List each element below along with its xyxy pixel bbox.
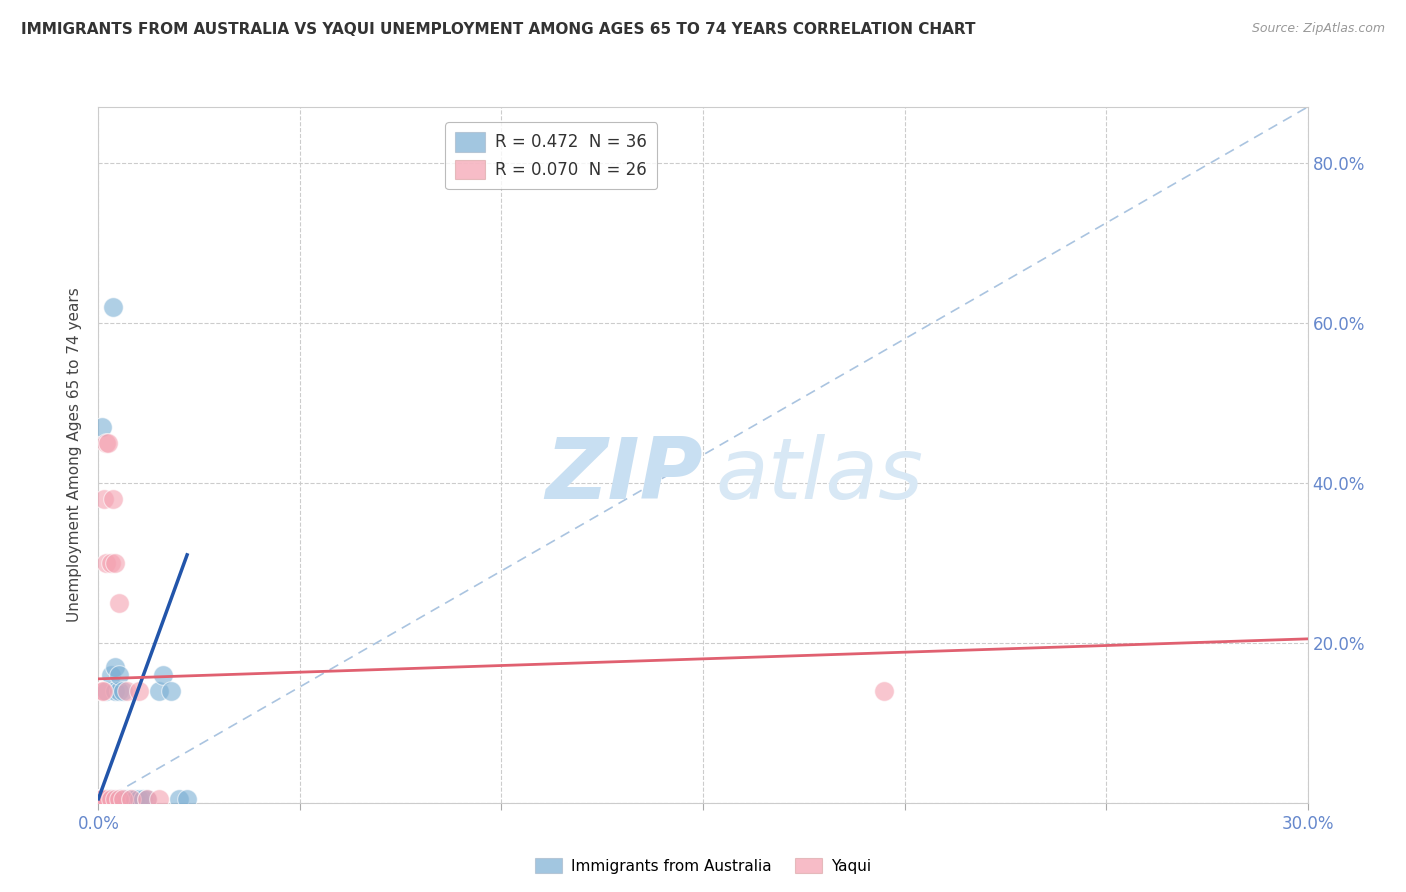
Point	[107, 596, 129, 610]
Point	[90, 792, 112, 806]
Point	[91, 792, 114, 806]
Legend: R = 0.472  N = 36, R = 0.070  N = 26: R = 0.472 N = 36, R = 0.070 N = 26	[446, 122, 657, 189]
Point	[91, 683, 114, 698]
Point	[89, 792, 111, 806]
Point	[132, 792, 155, 806]
Point	[90, 792, 112, 806]
Point	[152, 668, 174, 682]
Point	[100, 668, 122, 682]
Point	[120, 792, 142, 806]
Point	[91, 420, 114, 434]
Point	[89, 792, 111, 806]
Legend: Immigrants from Australia, Yaqui: Immigrants from Australia, Yaqui	[529, 852, 877, 880]
Point	[103, 683, 125, 698]
Text: ZIP: ZIP	[546, 434, 703, 517]
Point	[160, 683, 183, 698]
Point	[97, 436, 120, 450]
Point	[103, 792, 125, 806]
Point	[96, 683, 118, 698]
Point	[111, 683, 134, 698]
Point	[100, 792, 122, 806]
Point	[90, 792, 112, 806]
Point	[115, 683, 138, 698]
Point	[107, 668, 129, 682]
Point	[89, 792, 111, 806]
Point	[135, 792, 157, 806]
Point	[96, 792, 118, 806]
Y-axis label: Unemployment Among Ages 65 to 74 years: Unemployment Among Ages 65 to 74 years	[67, 287, 83, 623]
Point	[107, 683, 129, 698]
Point	[96, 792, 118, 806]
Point	[96, 556, 118, 570]
Point	[100, 556, 122, 570]
Point	[91, 792, 114, 806]
Point	[128, 792, 150, 806]
Point	[103, 556, 125, 570]
Point	[135, 792, 157, 806]
Point	[148, 683, 170, 698]
Point	[107, 792, 129, 806]
Point	[115, 792, 138, 806]
Point	[111, 792, 134, 806]
Point	[111, 792, 134, 806]
Point	[107, 792, 129, 806]
Point	[100, 792, 122, 806]
Text: Source: ZipAtlas.com: Source: ZipAtlas.com	[1251, 22, 1385, 36]
Point	[93, 491, 115, 506]
Text: atlas: atlas	[716, 434, 924, 517]
Point	[91, 792, 114, 806]
Point	[124, 792, 146, 806]
Point	[103, 660, 125, 674]
Point	[90, 792, 112, 806]
Point	[91, 683, 114, 698]
Point	[89, 792, 111, 806]
Point	[101, 300, 124, 314]
Point	[97, 792, 120, 806]
Point	[128, 683, 150, 698]
Point	[89, 792, 111, 806]
Point	[101, 491, 124, 506]
Point	[94, 792, 117, 806]
Point	[96, 436, 118, 450]
Point	[873, 683, 896, 698]
Point	[176, 792, 198, 806]
Text: IMMIGRANTS FROM AUSTRALIA VS YAQUI UNEMPLOYMENT AMONG AGES 65 TO 74 YEARS CORREL: IMMIGRANTS FROM AUSTRALIA VS YAQUI UNEMP…	[21, 22, 976, 37]
Point	[120, 792, 142, 806]
Point	[167, 792, 190, 806]
Point	[90, 792, 112, 806]
Point	[93, 792, 115, 806]
Point	[91, 792, 114, 806]
Point	[148, 792, 170, 806]
